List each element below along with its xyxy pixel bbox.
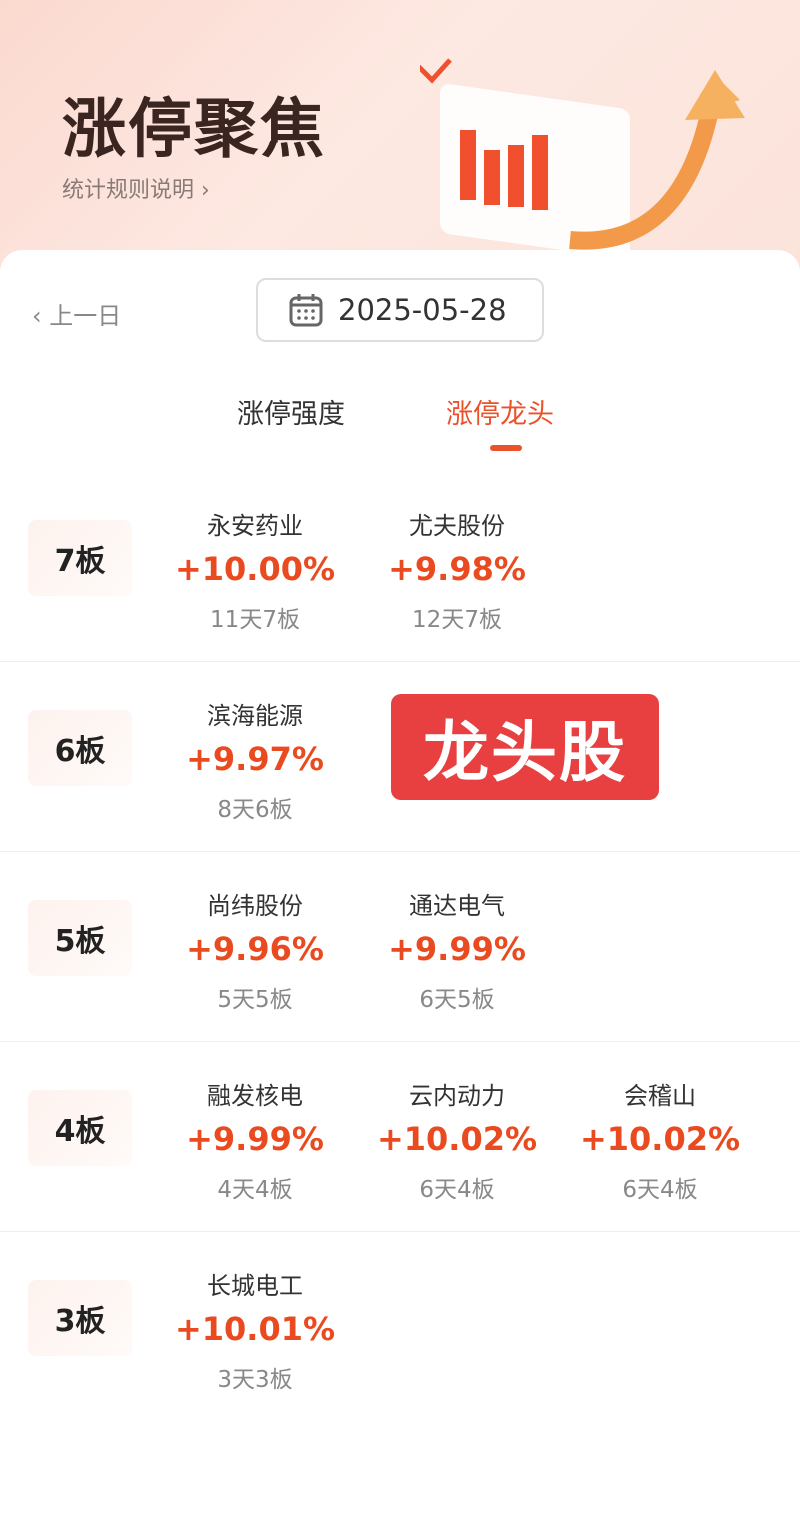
calendar-icon	[289, 294, 323, 327]
stock-streak: 12天7板	[412, 607, 502, 633]
board-row: 5板 尚纬股份 +9.96% 5天5板 通达电气 +9.99% 6天5板	[0, 852, 800, 1042]
stock-streak: 6天4板	[419, 1177, 495, 1203]
board-row: 3板 长城电工 +10.01% 3天3板	[0, 1232, 800, 1422]
stock-change: +9.96%	[186, 930, 324, 968]
tab-leaders[interactable]: 涨停龙头	[446, 399, 554, 430]
stock-name: 滨海能源	[207, 702, 303, 730]
board-row: 6板 滨海能源 +9.97% 8天6板	[0, 662, 800, 852]
stock-item[interactable]: 云内动力 +10.02% 6天4板	[357, 1076, 557, 1204]
stock-streak: 6天4板	[622, 1177, 698, 1203]
tab-strength[interactable]: 涨停强度	[237, 399, 345, 430]
stock-item[interactable]: 通达电气 +9.99% 6天5板	[357, 886, 557, 1014]
stock-item[interactable]: 滨海能源 +9.97% 8天6板	[155, 696, 355, 824]
stock-change: +10.01%	[174, 1310, 336, 1348]
board-label: 3板	[28, 1280, 132, 1356]
stock-item[interactable]: 会稽山 +10.02% 6天4板	[560, 1076, 760, 1204]
banner-title: 涨停聚焦	[62, 93, 326, 167]
date-picker[interactable]: 2025-05-28	[256, 278, 544, 342]
stock-change: +10.02%	[376, 1120, 538, 1158]
chart-arrow-illustration	[420, 58, 745, 250]
board-label: 6板	[28, 710, 132, 786]
stock-change: +9.99%	[186, 1120, 324, 1158]
stock-streak: 4天4板	[217, 1177, 293, 1203]
active-tab-indicator	[490, 445, 522, 451]
stock-change: +9.98%	[388, 550, 526, 588]
stock-change: +9.97%	[186, 740, 324, 778]
board-row: 4板 融发核电 +9.99% 4天4板 云内动力 +10.02% 6天4板 会稽…	[0, 1042, 800, 1232]
stock-change: +10.02%	[579, 1120, 741, 1158]
stock-streak: 11天7板	[210, 607, 300, 633]
board-label: 4板	[28, 1090, 132, 1166]
board-label: 5板	[28, 900, 132, 976]
stock-streak: 6天5板	[419, 987, 495, 1013]
stock-change: +9.99%	[388, 930, 526, 968]
rules-link[interactable]: 统计规则说明 ›	[62, 178, 210, 203]
board-label: 7板	[28, 520, 132, 596]
stock-item[interactable]: 永安药业 +10.00% 11天7板	[155, 506, 355, 634]
stock-item[interactable]: 长城电工 +10.01% 3天3板	[155, 1266, 355, 1394]
stock-name: 云内动力	[409, 1082, 505, 1110]
stock-name: 通达电气	[409, 892, 505, 920]
stock-streak: 8天6板	[217, 797, 293, 823]
stock-name: 融发核电	[207, 1082, 303, 1110]
stock-item[interactable]: 尤夫股份 +9.98% 12天7板	[357, 506, 557, 634]
stock-name: 会稽山	[624, 1082, 696, 1110]
stock-name: 尚纬股份	[207, 892, 303, 920]
stock-item[interactable]: 融发核电 +9.99% 4天4板	[155, 1076, 355, 1204]
stock-streak: 3天3板	[217, 1367, 293, 1393]
content-card	[0, 250, 800, 1526]
prev-day-button[interactable]: ‹ 上一日	[32, 302, 122, 330]
header-banner: 涨停聚焦 统计规则说明 ›	[0, 0, 800, 280]
stock-name: 尤夫股份	[409, 512, 505, 540]
board-row: 7板 永安药业 +10.00% 11天7板 尤夫股份 +9.98% 12天7板	[0, 472, 800, 662]
date-value: 2025-05-28	[338, 293, 507, 327]
stock-change: +10.00%	[174, 550, 336, 588]
stock-streak: 5天5板	[217, 987, 293, 1013]
leader-stock-badge: 龙头股	[391, 694, 659, 800]
stock-name: 永安药业	[207, 512, 303, 540]
stock-item[interactable]: 尚纬股份 +9.96% 5天5板	[155, 886, 355, 1014]
stock-name: 长城电工	[207, 1272, 303, 1300]
